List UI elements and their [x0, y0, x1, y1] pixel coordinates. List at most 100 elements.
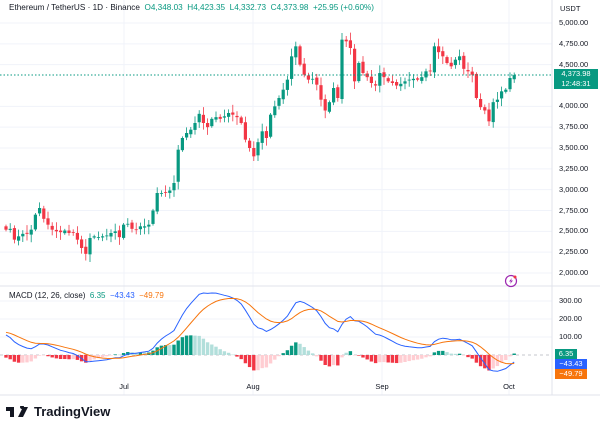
candle-body	[441, 51, 445, 57]
candle-body	[306, 75, 310, 80]
histogram-bar	[365, 355, 369, 360]
histogram-bar	[71, 355, 75, 360]
candle-body	[294, 46, 298, 58]
candle-body	[222, 116, 226, 118]
currency-unit[interactable]: USDT	[560, 4, 581, 13]
histogram-bar	[201, 338, 206, 355]
macd-histogram	[4, 335, 516, 371]
candle-body	[168, 190, 172, 193]
candle-body	[512, 75, 516, 80]
price-tick: 3,750.00	[559, 122, 589, 132]
histogram-bar	[121, 353, 126, 355]
histogram-bar	[285, 350, 290, 355]
candle-body	[407, 79, 411, 81]
candle-body	[96, 237, 100, 238]
histogram-bar	[378, 355, 382, 363]
candle-body	[323, 99, 327, 111]
histogram-bar	[117, 354, 122, 356]
histogram-bar	[483, 355, 487, 369]
histogram-bar	[394, 355, 399, 364]
histogram-bar	[478, 355, 483, 367]
candle-body	[508, 78, 512, 90]
candle-body	[147, 224, 151, 227]
histogram-bar	[138, 352, 143, 355]
histogram-bar	[252, 355, 256, 371]
histogram-bar	[470, 355, 474, 359]
candle-body	[243, 122, 247, 140]
histogram-bar	[449, 353, 453, 355]
macd-legend[interactable]: MACD (12, 26, close) 6.35 −43.43 −49.79	[9, 291, 164, 300]
candle-body	[437, 46, 441, 53]
candle-body	[54, 229, 58, 232]
candle-body	[327, 102, 331, 112]
histogram-bar	[319, 355, 323, 361]
histogram-bar	[457, 353, 462, 355]
candle-body	[369, 76, 373, 83]
tradingview-logo[interactable]: TradingView	[6, 404, 110, 419]
candle-body	[88, 238, 92, 255]
candle-body	[113, 231, 117, 233]
candle-body	[8, 228, 12, 230]
histogram-bar	[504, 355, 508, 361]
histogram-bar	[273, 355, 277, 360]
candle-body	[151, 210, 155, 224]
histogram-bar	[84, 355, 88, 363]
histogram-bar	[386, 355, 390, 363]
candle-body	[487, 109, 491, 122]
histogram-bar	[109, 355, 113, 356]
lightning-icon[interactable]	[504, 274, 518, 288]
histogram-bar	[105, 355, 109, 357]
histogram-bar	[21, 355, 25, 363]
candle-body	[420, 77, 424, 81]
histogram-bar	[369, 355, 374, 362]
histogram-bar	[8, 355, 12, 360]
candle-body	[298, 46, 302, 65]
candle-body	[59, 230, 63, 233]
histogram-bar	[239, 355, 243, 360]
candle-body	[432, 46, 436, 73]
candle-body	[206, 123, 210, 128]
bar-countdown: 12:48:31	[561, 79, 591, 88]
candle-body	[382, 72, 386, 78]
histogram-bar	[75, 355, 80, 360]
candle-body	[466, 70, 470, 72]
histogram-bar	[226, 352, 231, 355]
candle-body	[193, 123, 197, 130]
candle-body	[340, 39, 344, 99]
histogram-bar	[176, 340, 180, 355]
candle-body	[172, 183, 176, 191]
macd-hist-value: 6.35	[89, 291, 106, 300]
candle-body	[46, 218, 50, 225]
symbol-title[interactable]: Ethereum / TetherUS · 1D · Binance	[9, 3, 140, 12]
candle-body	[130, 222, 134, 229]
histogram-bar	[168, 345, 172, 355]
histogram-bar	[499, 355, 504, 363]
candle-body	[42, 208, 46, 219]
histogram-bar	[289, 345, 294, 355]
histogram-bar	[210, 344, 214, 355]
candle-body	[319, 85, 323, 100]
price-change: +25.95 (+0.60%)	[313, 3, 375, 12]
histogram-bar	[189, 335, 193, 355]
candle-body	[67, 230, 71, 233]
histogram-bar	[331, 355, 336, 366]
candle-body	[336, 87, 340, 98]
histogram-bar	[67, 355, 71, 360]
candle-body	[50, 225, 54, 230]
candle-body	[92, 236, 96, 238]
candle-body	[227, 113, 231, 117]
price-tick: 3,250.00	[559, 163, 589, 173]
candles	[4, 32, 516, 262]
price-tick: 2,500.00	[559, 226, 589, 236]
histogram-bar	[445, 352, 449, 355]
candle-body	[218, 116, 222, 119]
candle-body	[126, 223, 130, 225]
histogram-bar	[180, 337, 185, 355]
histogram-bar	[512, 353, 516, 355]
candle-body	[210, 118, 214, 127]
histogram-bar	[382, 355, 386, 363]
candle-body	[63, 230, 67, 234]
time-label-sep: Sep	[375, 382, 389, 391]
histogram-bar	[277, 355, 281, 357]
